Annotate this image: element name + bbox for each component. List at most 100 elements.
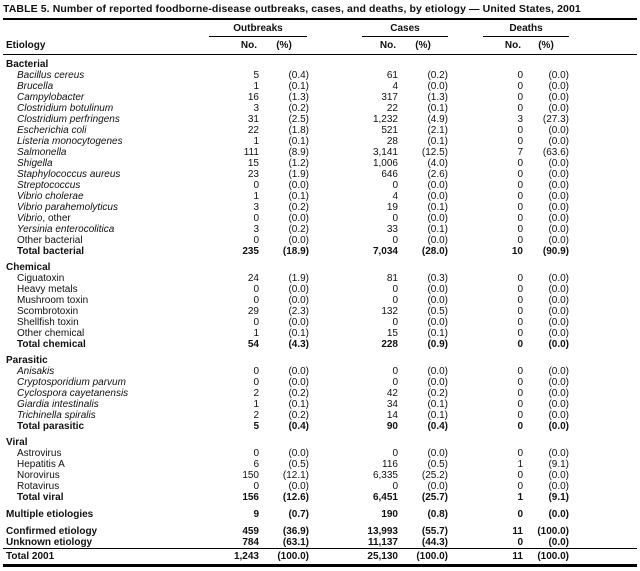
outbreaks-no-cell: 156 (242, 492, 259, 503)
deaths-pct-cell: (0.0) (548, 70, 569, 81)
deaths-no-cell: 0 (517, 448, 523, 459)
deaths-pct-cell: (0.0) (548, 481, 569, 492)
cases-no-cell: 42 (386, 388, 398, 399)
deaths-pct-cell: (0.0) (548, 81, 569, 92)
deaths-no-cell: 0 (517, 481, 523, 492)
outbreaks-no-cell: 0 (253, 366, 259, 377)
deaths-pct-cell: (0.0) (548, 158, 569, 169)
section-header-row: Bacterial (3, 55, 637, 71)
table-row: Total viral 156 (12.6) 6,451 (25.7) 1 (9… (3, 492, 637, 503)
table-row: Yersinia enterocolitica 3 (0.2) 33 (0.1)… (3, 224, 637, 235)
outbreaks-no-cell: 31 (247, 114, 259, 125)
outbreaks-no-cell: 3 (253, 224, 259, 235)
cases-pct-cell: (0.1) (427, 103, 448, 114)
deaths-pct-cell: (0.0) (548, 202, 569, 213)
deaths-no-cell: 0 (517, 366, 523, 377)
table-row: Other chemical 1 (0.1) 15 (0.1) 0 (0.0) (3, 328, 637, 339)
etiology-cell: Clostridium botulinum (3, 103, 205, 114)
outbreaks-pct-cell: (8.9) (288, 147, 309, 158)
cases-no-cell: 19 (386, 202, 398, 213)
section-header: Viral (6, 437, 28, 448)
etiology-cell: Salmonella (3, 147, 205, 158)
spacer-cell (569, 213, 637, 224)
outbreaks-pct-cell: (2.3) (288, 306, 309, 317)
etiology-cell: Giardia intestinalis (3, 399, 205, 410)
deaths-no-cell: 0 (517, 235, 523, 246)
etiology-cell: Total viral (3, 492, 205, 503)
outbreaks-pct-cell: (0.0) (288, 448, 309, 459)
outbreaks-pct-cell: (0.2) (288, 224, 309, 235)
table-body: Bacterial Bacillus cereus 5 (0.4) 61 (0.… (3, 55, 637, 566)
etiology-name-italic: Cryptosporidium parvum (17, 377, 126, 388)
cases-pct-cell: (0.1) (427, 410, 448, 421)
etiology-name-roman: Shellfish toxin (17, 317, 79, 328)
deaths-no-cell: 0 (517, 92, 523, 103)
outbreaks-pct-cell: (0.1) (288, 81, 309, 92)
outbreaks-pct-cell: (12.1) (282, 470, 309, 481)
deaths-pct-cell: (0.0) (548, 470, 569, 481)
etiology-cell: Multiple etiologies (3, 503, 205, 520)
etiology-name-roman: Rotavirus (17, 481, 60, 492)
table-title: TABLE 5. Number of reported foodborne-di… (3, 3, 581, 15)
deaths-no-cell: 0 (517, 180, 523, 191)
table-row: Unknown etiology 784 (63.1) 11,137 (44.3… (3, 537, 637, 549)
cases-pct-cell: (0.0) (427, 295, 448, 306)
etiology-cell: Unknown etiology (3, 537, 205, 549)
table-row: Ciguatoxin 24 (1.9) 81 (0.3) 0 (0.0) (3, 273, 637, 284)
deaths-no-cell: 0 (517, 125, 523, 136)
etiology-cell: Brucella (3, 81, 205, 92)
deaths-pct-cell: (0.0) (548, 191, 569, 202)
outbreaks-pct-cell: (0.0) (288, 481, 309, 492)
cases-no-cell: 0 (392, 377, 398, 388)
cases-no-cell: 0 (392, 235, 398, 246)
cases-no-cell: 0 (392, 213, 398, 224)
table-row: Cryptosporidium parvum 0 (0.0) 0 (0.0) 0… (3, 377, 637, 388)
outbreaks-pct-cell: (0.2) (288, 388, 309, 399)
table-row: Vibrio cholerae 1 (0.1) 4 (0.0) 0 (0.0) (3, 191, 637, 202)
cases-pct-cell: (0.0) (427, 448, 448, 459)
etiology-name-roman: Confirmed etiology (6, 526, 98, 537)
group-header-cases-cell: Cases (309, 19, 448, 37)
section-header-row: Chemical (3, 257, 637, 273)
outbreaks-no-cell: 3 (253, 103, 259, 114)
spacer-cell (569, 306, 637, 317)
cases-no-cell: 0 (392, 284, 398, 295)
outbreaks-pct-cell: (0.1) (288, 191, 309, 202)
table-row: Clostridium perfringens 31 (2.5) 1,232 (… (3, 114, 637, 125)
col-header-cases-no: No. (309, 37, 398, 55)
section-header-row: Parasitic (3, 350, 637, 366)
etiology-table: Outbreaks Cases Deaths Etiology No. (%) … (3, 18, 637, 567)
deaths-pct-cell: (90.9) (542, 246, 569, 257)
table-row: Giardia intestinalis 1 (0.1) 34 (0.1) 0 … (3, 399, 637, 410)
etiology-cell: Shellfish toxin (3, 317, 205, 328)
spacer-cell (569, 103, 637, 114)
spacer-cell (569, 81, 637, 92)
deaths-no-cell: 0 (517, 284, 523, 295)
outbreaks-pct-cell: (0.0) (288, 284, 309, 295)
section-header: Bacterial (6, 59, 49, 70)
deaths-pct-cell: (0.0) (548, 92, 569, 103)
outbreaks-pct-cell: (4.3) (288, 339, 309, 350)
outbreaks-no-cell: 0 (253, 481, 259, 492)
outbreaks-no-cell: 459 (242, 526, 259, 537)
etiology-name-italic: Clostridium botulinum (17, 103, 114, 114)
etiology-name-roman: Astrovirus (17, 448, 62, 459)
table-row: Heavy metals 0 (0.0) 0 (0.0) 0 (0.0) (3, 284, 637, 295)
cases-no-cell: 521 (381, 125, 398, 136)
spacer-cell (569, 470, 637, 481)
etiology-cell: Cyclospora cayetanensis (3, 388, 205, 399)
cases-pct-cell: (4.0) (427, 158, 448, 169)
col-header-etiology: Etiology (3, 37, 205, 55)
etiology-name-italic: Brucella (17, 81, 54, 92)
cases-pct-cell: (0.1) (427, 399, 448, 410)
cases-pct-cell: (0.0) (427, 366, 448, 377)
outbreaks-no-cell: 6 (253, 459, 259, 470)
deaths-no-cell: 0 (517, 191, 523, 202)
outbreaks-no-cell: 5 (253, 70, 259, 81)
etiology-cell: Heavy metals (3, 284, 205, 295)
outbreaks-no-cell: 0 (253, 180, 259, 191)
spacer-cell (569, 548, 637, 566)
group-header-row: Outbreaks Cases Deaths (3, 19, 637, 37)
etiology-name-italic: Trichinella spiralis (17, 410, 96, 421)
cases-pct-cell: (25.7) (421, 492, 448, 503)
